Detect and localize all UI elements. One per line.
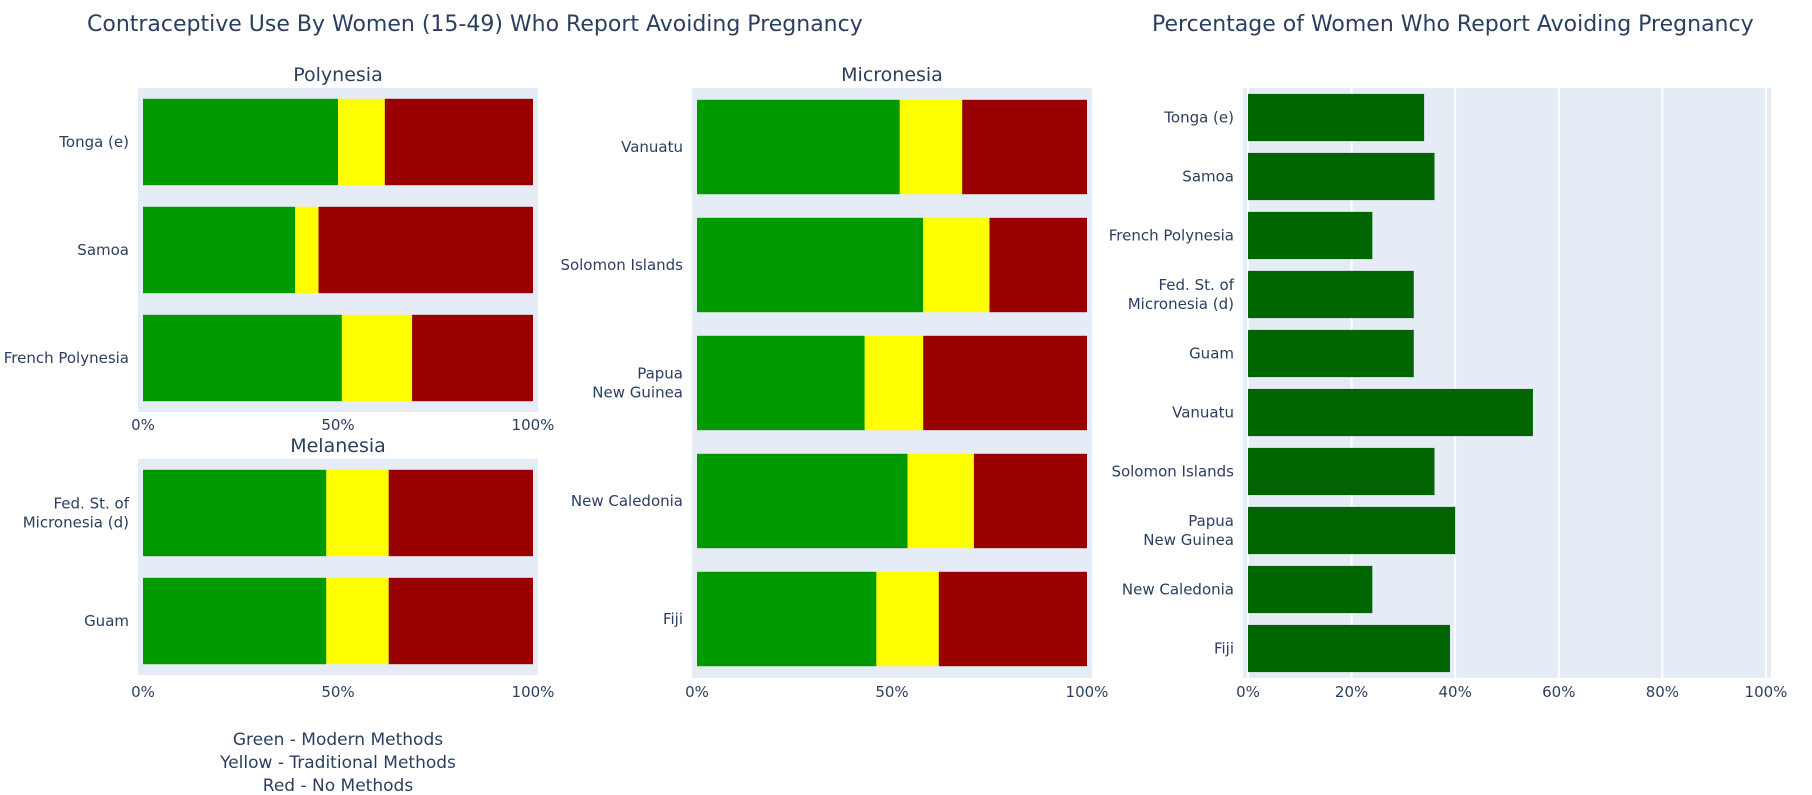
legend-modern-methods: Green - Modern Methods	[233, 730, 443, 750]
x-tick-label: 20%	[1335, 683, 1368, 701]
bar-solomon-islands-no-methods	[989, 217, 1087, 313]
category-label-tonga-e: Tonga (e)	[1163, 109, 1234, 127]
x-tick-label: 100%	[1066, 683, 1109, 701]
polynesia-panel: Tonga (e) Samoa French Polynesia 0% 50% 100% P…	[4, 64, 555, 434]
melanesia-panel: Fed. St. of Micronesia (d) Guam 0% 50% 100% Me…	[23, 435, 555, 701]
bar-vanuatu-traditional-methods	[899, 99, 963, 195]
bar-french-polynesia-modern-methods	[143, 314, 342, 402]
bar-tonga-e	[1248, 93, 1425, 142]
legend-no-methods: Red - No Methods	[263, 776, 414, 795]
category-label-samoa: Samoa	[77, 241, 129, 259]
x-tick-label: 40%	[1439, 683, 1472, 701]
x-tick-label: 50%	[321, 416, 354, 434]
bar-samoa	[1248, 152, 1435, 201]
bar-french-polynesia-traditional-methods	[341, 314, 413, 402]
panel-title-micronesia: Micronesia	[841, 64, 943, 86]
x-tick-label: 80%	[1646, 683, 1679, 701]
category-label-fiji: Fiji	[1214, 640, 1234, 658]
bar-fiji	[1248, 624, 1451, 673]
bar-tonga-e-modern-methods	[143, 98, 338, 186]
category-label-french-polynesia: French Polynesia	[4, 349, 129, 367]
bar-fiji-traditional-methods	[876, 571, 939, 667]
bar-samoa-no-methods	[318, 206, 533, 294]
bar-samoa-modern-methods	[143, 206, 296, 294]
category-label-vanuatu: Vanuatu	[621, 138, 683, 156]
avoiding-pregnancy-panel: Tonga (e) Samoa French Polynesia Fed. St. o…	[1109, 88, 1788, 701]
x-tick-label: 0%	[1236, 683, 1260, 701]
category-label-new-caledonia: New Caledonia	[1122, 581, 1234, 599]
bar-tonga-e-traditional-methods	[338, 98, 385, 186]
x-tick-label: 60%	[1542, 683, 1575, 701]
bar-guam-no-methods	[388, 577, 533, 665]
x-tick-label: 0%	[131, 416, 155, 434]
bar-guam	[1248, 329, 1414, 378]
category-label-papua-new-guinea: Papua New Guinea	[592, 365, 683, 402]
bar-papua-new-guinea-modern-methods	[697, 335, 865, 431]
bar-new-caledonia-traditional-methods	[907, 453, 974, 549]
bar-papua-new-guinea-traditional-methods	[864, 335, 924, 431]
category-label-papua-new-guinea: Papua New Guinea	[1143, 512, 1234, 549]
category-label-new-caledonia: New Caledonia	[571, 492, 683, 510]
bar-fed-st-of-micronesia-d	[1248, 270, 1414, 319]
category-label-vanuatu: Vanuatu	[1172, 404, 1234, 422]
category-label-solomon-islands: Solomon Islands	[1111, 463, 1234, 481]
bar-french-polynesia	[1248, 211, 1373, 260]
category-label-tonga-e: Tonga (e)	[58, 133, 129, 151]
bar-tonga-e-no-methods	[384, 98, 533, 186]
category-label-fed-st-of-micronesia-d: Fed. St. of Micronesia (d)	[1128, 276, 1235, 313]
x-tick-label: 50%	[875, 683, 908, 701]
micronesia-panel: Vanuatu Solomon Islands Papua New Guinea New…	[560, 64, 1108, 701]
bar-solomon-islands-modern-methods	[697, 217, 924, 313]
x-tick-label: 100%	[512, 683, 555, 701]
bar-fed-st-of-micronesia-d-modern-methods	[143, 469, 327, 557]
x-tick-label: 0%	[131, 683, 155, 701]
bar-fiji-modern-methods	[697, 571, 877, 667]
bar-fiji-no-methods	[938, 571, 1087, 667]
category-label-fiji: Fiji	[663, 610, 683, 628]
bar-new-caledonia-modern-methods	[697, 453, 908, 549]
x-tick-label: 50%	[321, 683, 354, 701]
bar-guam-traditional-methods	[326, 577, 389, 665]
bar-samoa-traditional-methods	[295, 206, 319, 294]
bar-papua-new-guinea	[1248, 506, 1456, 555]
bar-guam-modern-methods	[143, 577, 327, 665]
category-label-french-polynesia: French Polynesia	[1109, 227, 1234, 245]
x-tick-label: 100%	[1745, 683, 1788, 701]
panel-title-polynesia: Polynesia	[293, 64, 382, 86]
legend-traditional-methods: Yellow - Traditional Methods	[219, 753, 456, 773]
category-label-guam: Guam	[1189, 345, 1234, 363]
color-legend: Green - Modern Methods Yellow - Traditio…	[219, 730, 456, 795]
bar-french-polynesia-no-methods	[412, 314, 533, 402]
bar-solomon-islands	[1248, 447, 1435, 496]
bar-solomon-islands-traditional-methods	[923, 217, 990, 313]
bar-new-caledonia-no-methods	[973, 453, 1087, 549]
panel-title-melanesia: Melanesia	[290, 435, 386, 457]
x-tick-label: 0%	[685, 683, 709, 701]
x-tick-label: 100%	[512, 416, 555, 434]
left-figure-title: Contraceptive Use By Women (15-49) Who R…	[87, 12, 863, 37]
category-label-samoa: Samoa	[1182, 168, 1234, 186]
bar-papua-new-guinea-no-methods	[923, 335, 1087, 431]
right-figure-title: Percentage of Women Who Report Avoiding …	[1152, 12, 1754, 37]
bar-vanuatu	[1248, 388, 1533, 437]
bar-vanuatu-modern-methods	[697, 99, 900, 195]
bar-fed-st-of-micronesia-d-traditional-methods	[326, 469, 389, 557]
category-label-solomon-islands: Solomon Islands	[560, 256, 683, 274]
bar-vanuatu-no-methods	[962, 99, 1087, 195]
bar-fed-st-of-micronesia-d-no-methods	[388, 469, 533, 557]
category-label-guam: Guam	[84, 612, 129, 630]
bar-new-caledonia	[1248, 565, 1373, 614]
category-label-fed-st-of-micronesia-d: Fed. St. of Micronesia (d)	[23, 495, 130, 532]
